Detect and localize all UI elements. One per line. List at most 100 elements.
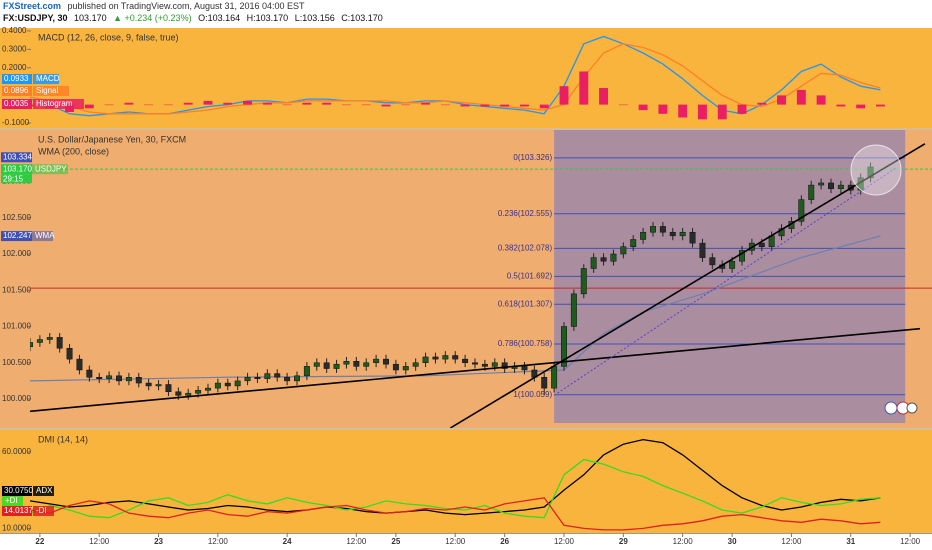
candle-body	[145, 382, 152, 387]
trendline	[30, 327, 921, 413]
dmi-panel	[0, 430, 932, 533]
histogram-bar	[104, 104, 114, 106]
histogram-bar	[737, 104, 747, 114]
candle-body	[699, 242, 706, 258]
countdown-badge	[1, 174, 32, 184]
histogram-bar	[678, 104, 688, 118]
series-group	[30, 438, 881, 531]
candle-body	[36, 339, 43, 343]
candle-body	[837, 184, 844, 189]
candle-body	[650, 226, 656, 233]
histogram-bar	[183, 102, 193, 105]
candle-body	[106, 375, 113, 379]
published: published on TradingView.com, August 31,…	[68, 1, 305, 11]
y-tick-label: -0.1000	[2, 118, 30, 127]
candle-body	[205, 387, 211, 391]
candle-body	[481, 363, 488, 367]
legend-label: ADX	[36, 486, 53, 495]
candle-body	[274, 373, 281, 378]
fib-label: 0.382(102.078)	[498, 243, 553, 252]
x-tick-label: 22	[35, 537, 44, 546]
histogram-bar	[282, 104, 292, 106]
candle-body	[630, 239, 637, 247]
histogram-bar	[144, 104, 154, 106]
series-line	[30, 458, 881, 519]
candle-body	[590, 257, 597, 269]
candle-body	[620, 246, 627, 255]
y-tick-label: 0.4000	[2, 26, 27, 35]
series-line	[30, 43, 881, 115]
candle-body	[175, 391, 182, 396]
y-tick-label: 0.3000	[2, 44, 27, 53]
candle-body	[165, 384, 172, 392]
candle-body	[867, 166, 874, 179]
candle-body	[284, 376, 291, 382]
last-price: 103.170	[74, 13, 107, 23]
x-tick-label: 12:00	[346, 537, 367, 546]
histogram-bar	[401, 104, 411, 106]
series-line	[30, 438, 881, 516]
candle-body	[491, 362, 498, 367]
histogram-bar	[500, 104, 510, 107]
y-tick-label: 100.500	[2, 358, 31, 367]
y-tick-label: 102.000	[2, 249, 31, 258]
fib-label: 0.786(100.758)	[498, 339, 553, 348]
candle-body	[462, 358, 469, 363]
histogram-bar	[84, 104, 94, 109]
candle-body	[313, 362, 320, 367]
x-tick-label: 12:00	[554, 537, 575, 546]
candle-body	[472, 362, 478, 365]
legend-label: MACD	[36, 74, 60, 83]
histogram-bar	[539, 104, 549, 109]
candle-body	[294, 375, 300, 382]
histogram-bar	[440, 104, 450, 106]
header-line-1: FXStreet.com published on TradingView.co…	[3, 1, 305, 11]
histogram-bar	[302, 102, 312, 105]
candle-body	[758, 242, 765, 247]
low: L:103.156	[295, 13, 335, 23]
candle-body	[808, 184, 815, 200]
x-tick-label: 12:00	[208, 537, 229, 546]
price-badge-label: 103.334	[3, 152, 32, 161]
value-badge	[2, 486, 32, 496]
candle-body	[116, 375, 122, 382]
candle-body	[412, 362, 419, 367]
histogram-bar	[361, 104, 371, 106]
candle-body	[195, 390, 202, 394]
candle-body	[551, 366, 558, 389]
panel-subtitle: WMA (200, close)	[38, 146, 109, 156]
candle-body	[383, 358, 389, 365]
candle-body	[333, 363, 340, 369]
histogram-bar	[836, 104, 846, 107]
candle-body	[580, 268, 587, 295]
candle-body	[640, 231, 647, 240]
candle-body	[254, 376, 261, 379]
name-badge	[33, 486, 54, 496]
histogram-bar	[579, 71, 589, 105]
candle-body	[709, 257, 716, 266]
legend-label: Signal	[36, 86, 58, 95]
candle-body	[214, 382, 221, 389]
x-tick-label: 12:00	[673, 537, 694, 546]
x-tick-label: 24	[283, 537, 292, 546]
fib-label: 0.236(102.555)	[498, 209, 553, 218]
histogram-bar	[322, 102, 332, 105]
candle-body	[600, 257, 607, 262]
open: O:103.164	[198, 13, 240, 23]
candle-body	[452, 355, 459, 360]
trendline	[553, 167, 896, 396]
countdown-label: 29:15	[3, 174, 24, 183]
badge-name	[32, 231, 53, 242]
candle-body	[264, 373, 271, 379]
candle-body	[234, 380, 241, 387]
fib-label: 0.5(101.692)	[507, 271, 553, 280]
candle-body	[501, 362, 508, 369]
candle-body	[86, 369, 93, 378]
trendline	[449, 143, 926, 428]
name-badge	[33, 506, 54, 516]
candle-body	[610, 253, 617, 262]
x-tick-label: 23	[154, 537, 163, 546]
macd-panel	[0, 28, 932, 128]
histogram-bar	[30, 104, 35, 107]
name-badge	[33, 99, 84, 109]
